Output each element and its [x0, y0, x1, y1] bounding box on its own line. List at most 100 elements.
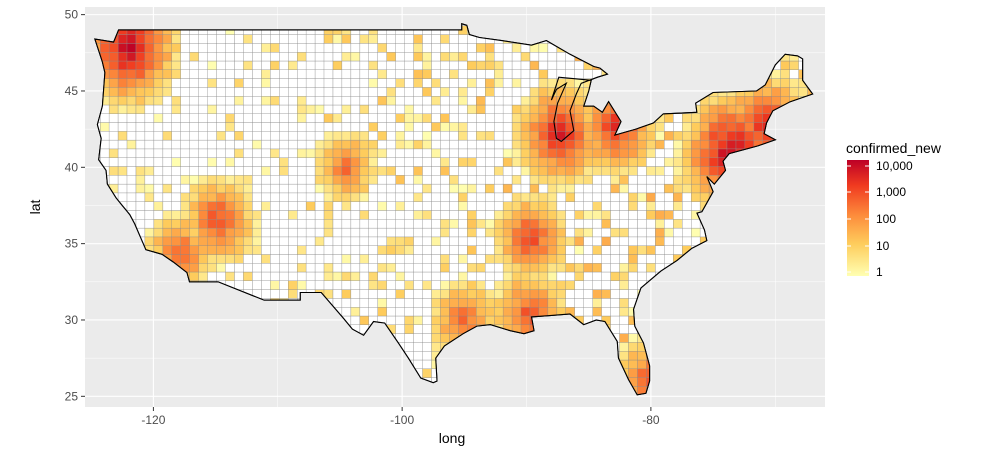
county-cell [574, 280, 584, 290]
county-cell [225, 263, 235, 273]
county-cell [520, 122, 531, 132]
county-cell [565, 175, 575, 185]
county-cell [332, 69, 343, 79]
county-cell [314, 166, 325, 176]
county-cell [386, 236, 396, 246]
county-cell [305, 52, 316, 62]
county-cell [162, 52, 173, 62]
county-cell [511, 69, 522, 79]
county-cell [511, 280, 522, 290]
county-cell [538, 148, 549, 158]
county-cell [637, 271, 647, 281]
county-cell [476, 52, 486, 62]
county-cell [699, 183, 710, 194]
county-cell [655, 157, 665, 167]
county-cell [314, 139, 325, 150]
county-cell [144, 34, 155, 44]
county-cell [225, 87, 235, 97]
county-cell [234, 104, 244, 114]
county-cell [377, 289, 387, 299]
county-cell [314, 236, 325, 246]
county-cell [458, 52, 468, 62]
county-cell [332, 157, 343, 167]
county-cell [744, 113, 755, 123]
county-cell [547, 175, 558, 185]
county-cell [422, 359, 432, 369]
county-cell [467, 289, 477, 299]
county-cell [717, 113, 728, 123]
county-cell [458, 87, 468, 97]
county-cell [332, 289, 343, 299]
county-cell [592, 219, 602, 229]
county-cell [664, 201, 674, 211]
county-cell [646, 148, 656, 158]
county-cell [538, 227, 549, 238]
county-cell [288, 113, 298, 123]
county-cell [556, 175, 567, 185]
county-cell [270, 254, 280, 264]
county-cell [404, 34, 414, 44]
county-cell [431, 96, 441, 106]
county-cell [171, 192, 181, 202]
county-cell [494, 78, 504, 88]
county-cell [288, 139, 298, 150]
county-cell [422, 324, 432, 334]
county-cell [494, 307, 504, 317]
county-cell [538, 280, 549, 290]
county-cell [252, 263, 262, 273]
county-cell [252, 78, 262, 88]
county-cell [529, 78, 540, 88]
county-cell [279, 192, 289, 202]
county-cell [628, 157, 638, 167]
county-cell [646, 263, 656, 273]
county-cell [305, 96, 316, 106]
county-cell [511, 87, 522, 97]
county-cell [243, 148, 253, 158]
county-cell [449, 131, 459, 141]
county-cell [207, 69, 217, 79]
county-cell [601, 254, 611, 264]
county-cell [538, 236, 549, 246]
county-cell [234, 175, 244, 185]
county-cell [117, 96, 128, 106]
county-cell [691, 201, 701, 211]
county-cell [144, 43, 155, 53]
county-cell [440, 104, 450, 114]
legend-tick-label: 10,000 [876, 159, 913, 173]
county-cell [207, 96, 217, 106]
county-cell [261, 254, 271, 264]
county-cell [404, 298, 414, 308]
county-cell [485, 201, 495, 211]
county-cell [511, 43, 522, 53]
county-cell [440, 148, 450, 158]
county-cell [270, 69, 280, 79]
county-cell [243, 113, 253, 123]
county-cell [502, 113, 513, 123]
county-cell [261, 87, 271, 97]
county-cell [225, 122, 235, 132]
county-cell [440, 201, 450, 211]
county-cell [637, 175, 647, 185]
county-cell [261, 43, 271, 53]
county-cell [538, 254, 549, 264]
county-cell [270, 245, 280, 255]
county-cell [682, 157, 692, 167]
county-cell [476, 122, 486, 132]
county-cell [386, 183, 396, 194]
county-cell [422, 245, 432, 255]
county-cell [476, 43, 486, 53]
county-cell [422, 34, 432, 44]
county-cell [153, 148, 164, 158]
county-cell [323, 131, 334, 141]
county-cell [279, 148, 289, 158]
county-cell [771, 69, 781, 79]
county-cell [538, 271, 549, 281]
county-cell [323, 166, 334, 176]
county-cell [270, 113, 280, 123]
county-cell [556, 289, 567, 299]
county-cell [458, 219, 468, 229]
county-cell [494, 166, 504, 176]
county-cell [314, 201, 325, 211]
county-cell [108, 78, 119, 88]
county-cell [520, 210, 531, 220]
